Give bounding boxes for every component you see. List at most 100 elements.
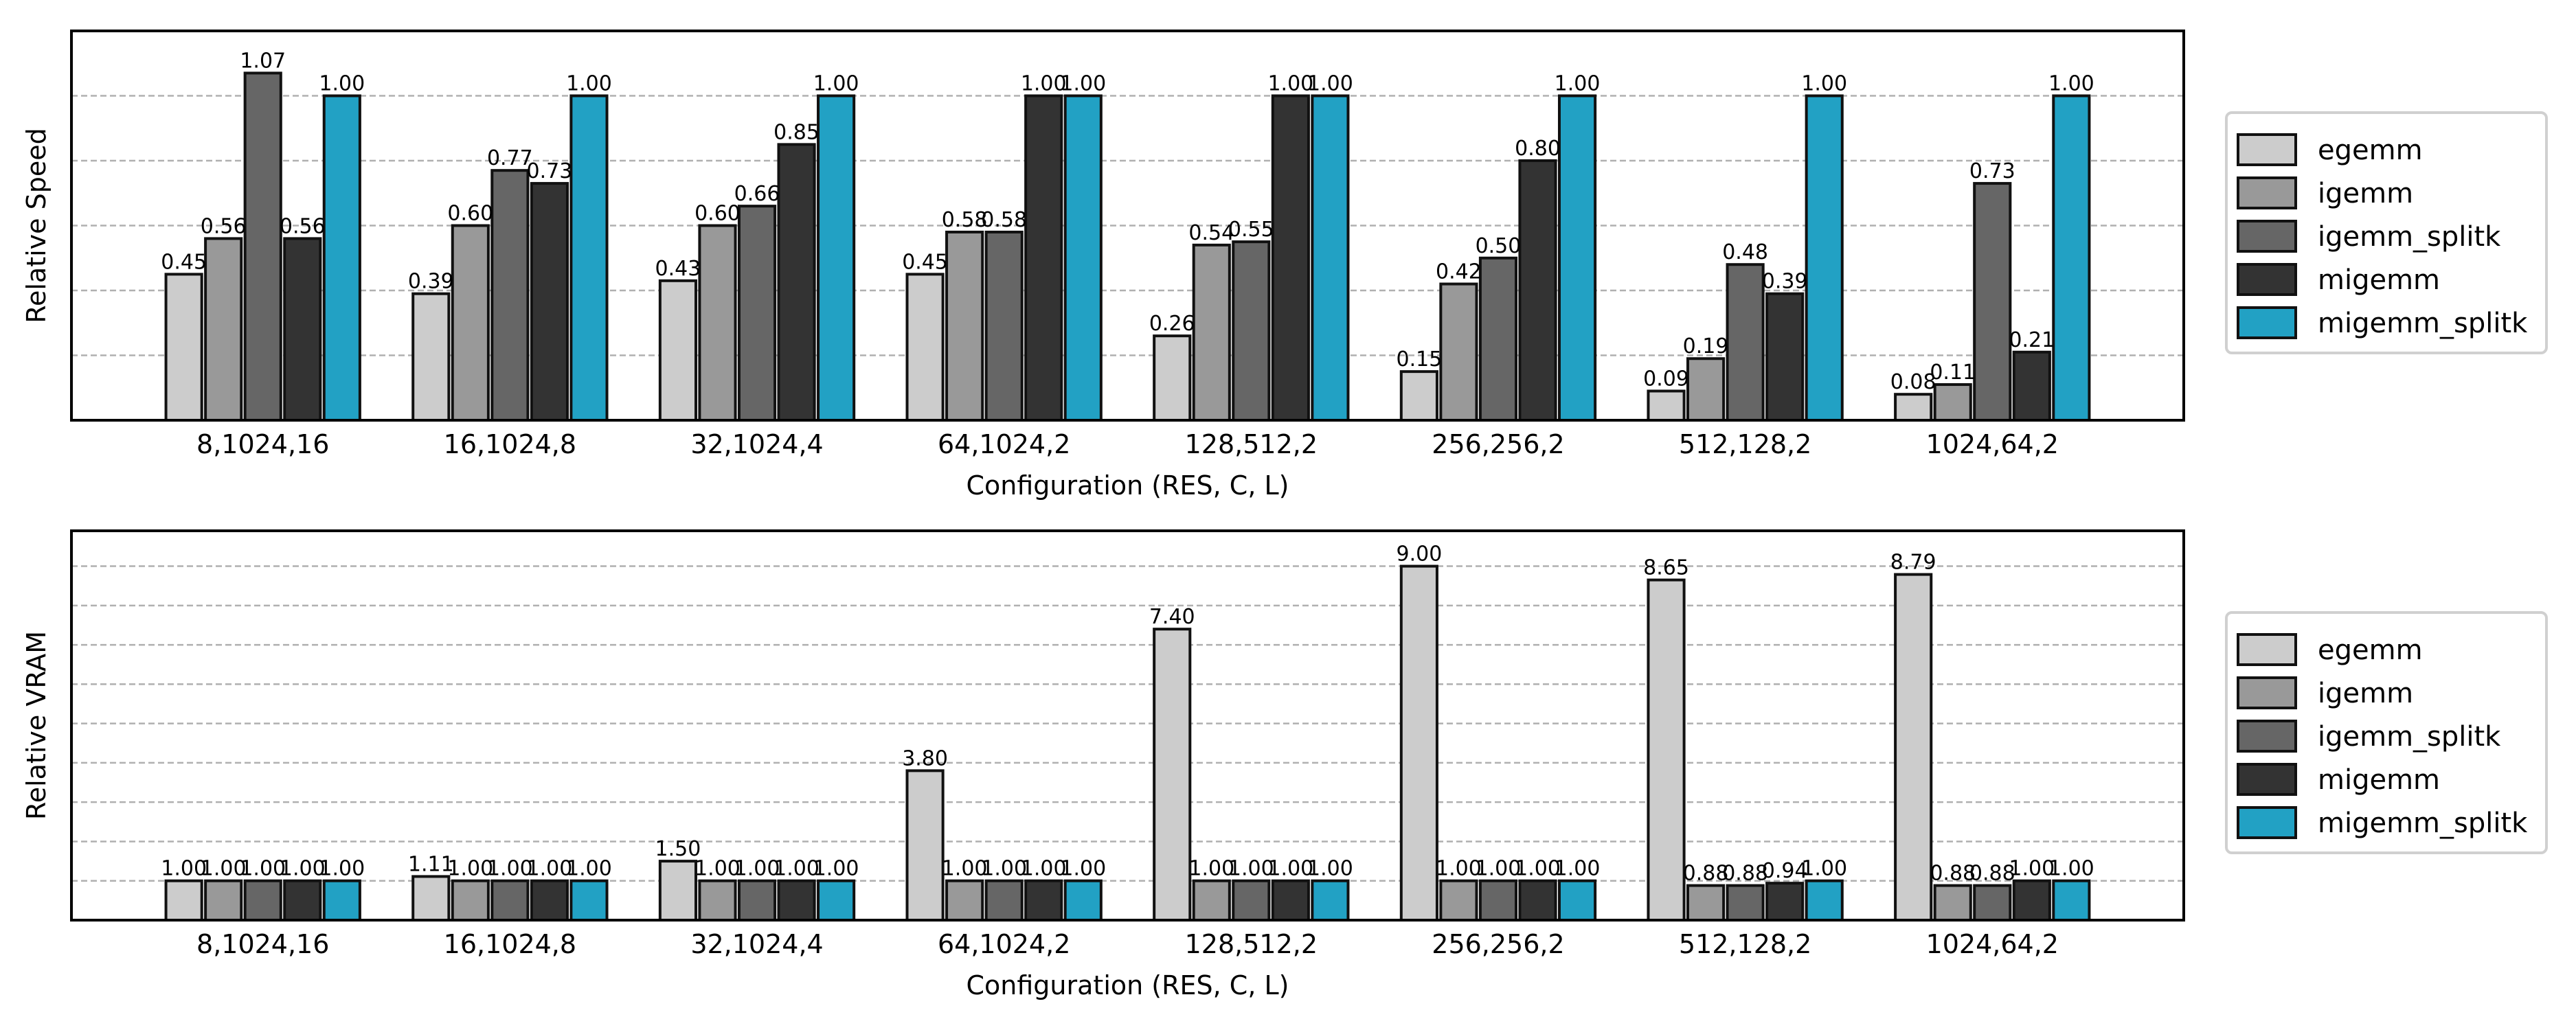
speed-bar-igemm-4 xyxy=(1192,243,1231,422)
speed-bar-migemm-6 xyxy=(1765,292,1805,422)
vram-legend-box xyxy=(2225,611,2548,854)
vram-x-tick-label: 256,256,2 xyxy=(1432,929,1564,959)
speed-legend-swatch-egemm xyxy=(2237,133,2297,166)
vram-data-label-migemm_splitk-0: 1.00 xyxy=(319,857,365,881)
vram-data-label-igemm-6: 0.88 xyxy=(1683,862,1729,886)
speed-bar-egemm-4 xyxy=(1153,334,1192,422)
speed-data-label-igemm_splitk-6: 0.48 xyxy=(1722,240,1768,264)
vram-data-label-migemm-5: 1.00 xyxy=(1515,857,1561,881)
speed-x-tick-label: 256,256,2 xyxy=(1432,429,1564,459)
vram-data-label-migemm_splitk-7: 1.00 xyxy=(2048,857,2094,881)
speed-bar-igemm_splitk-2 xyxy=(737,205,777,422)
speed-data-label-igemm-4: 0.54 xyxy=(1188,221,1234,245)
vram-bar-migemm-7 xyxy=(2012,879,2051,922)
vram-bar-egemm-7 xyxy=(1894,573,1933,922)
vram-bar-egemm-3 xyxy=(905,769,945,922)
speed-bar-egemm-6 xyxy=(1647,389,1686,422)
speed-data-label-igemm-5: 0.42 xyxy=(1436,260,1482,284)
vram-bar-igemm_splitk-7 xyxy=(1973,884,2012,922)
vram-data-label-migemm-3: 1.00 xyxy=(1021,857,1067,881)
speed-data-label-egemm-2: 0.43 xyxy=(655,257,701,281)
speed-bar-igemm_splitk-1 xyxy=(490,169,530,422)
vram-bar-egemm-1 xyxy=(411,875,451,922)
speed-legend-swatch-migemm_splitk xyxy=(2237,306,2297,339)
vram-data-label-migemm-0: 1.00 xyxy=(280,857,326,881)
vram-bar-migemm_splitk-5 xyxy=(1557,879,1597,922)
speed-data-label-igemm_splitk-0: 1.07 xyxy=(240,49,286,73)
vram-data-label-igemm_splitk-5: 1.00 xyxy=(1476,857,1522,881)
vram-data-label-igemm_splitk-7: 0.88 xyxy=(1969,862,2015,886)
speed-x-tick-label: 16,1024,8 xyxy=(444,429,576,459)
speed-legend-label-igemm: igemm xyxy=(2318,178,2413,209)
speed-bar-igemm_splitk-6 xyxy=(1726,263,1765,422)
vram-x-axis-label: Configuration (RES, C, L) xyxy=(967,970,1289,1000)
vram-x-tick-label: 64,1024,2 xyxy=(938,929,1070,959)
speed-data-label-migemm-5: 0.80 xyxy=(1515,137,1561,161)
vram-data-label-egemm-7: 8.79 xyxy=(1890,551,1936,575)
vram-data-label-migemm-7: 1.00 xyxy=(2009,857,2055,881)
vram-bar-migemm-4 xyxy=(1271,879,1310,922)
speed-data-label-igemm-1: 0.60 xyxy=(447,202,493,226)
vram-bar-igemm_splitk-1 xyxy=(490,879,530,922)
speed-legend-label-migemm_splitk: migemm_splitk xyxy=(2318,308,2528,339)
vram-data-label-igemm_splitk-3: 1.00 xyxy=(981,857,1027,881)
speed-data-label-migemm_splitk-4: 1.00 xyxy=(1307,72,1353,96)
vram-bar-igemm_splitk-3 xyxy=(984,879,1024,922)
speed-data-label-migemm_splitk-3: 1.00 xyxy=(1060,72,1106,96)
vram-bar-egemm-2 xyxy=(658,860,698,922)
speed-data-label-migemm-0: 0.56 xyxy=(280,214,326,238)
speed-x-tick-label: 128,512,2 xyxy=(1185,429,1318,459)
speed-data-label-migemm_splitk-6: 1.00 xyxy=(1801,72,1847,96)
vram-bar-egemm-6 xyxy=(1647,578,1686,922)
vram-data-label-egemm-4: 7.40 xyxy=(1149,605,1195,629)
speed-bar-migemm_splitk-5 xyxy=(1557,94,1597,422)
vram-data-label-igemm-3: 1.00 xyxy=(942,857,988,881)
vram-bar-migemm_splitk-1 xyxy=(569,879,609,922)
speed-x-axis-label: Configuration (RES, C, L) xyxy=(967,470,1289,501)
speed-bar-migemm-2 xyxy=(777,143,816,422)
vram-data-label-migemm-1: 1.00 xyxy=(527,857,573,881)
vram-x-tick-labels: 8,1024,16 16,1024,8 32,1024,4 64,1024,2 128,… xyxy=(196,929,2059,959)
vram-bar-igemm-0 xyxy=(204,879,243,922)
speed-bar-egemm-7 xyxy=(1894,393,1933,422)
speed-data-label-migemm_splitk-5: 1.00 xyxy=(1555,72,1601,96)
vram-data-label-igemm-7: 0.88 xyxy=(1930,862,1976,886)
speed-bar-migemm-4 xyxy=(1271,94,1310,422)
speed-data-label-igemm_splitk-4: 0.55 xyxy=(1228,218,1274,242)
speed-bar-migemm-7 xyxy=(2012,350,2051,422)
vram-data-label-migemm_splitk-6: 1.00 xyxy=(1801,857,1847,881)
speed-bar-migemm_splitk-1 xyxy=(569,94,609,422)
vram-legend-swatch-egemm xyxy=(2237,633,2297,666)
speed-bar-igemm-5 xyxy=(1439,282,1478,422)
vram-data-label-igemm_splitk-2: 1.00 xyxy=(734,857,780,881)
vram-legend-swatch-migemm_splitk xyxy=(2237,806,2297,839)
vram-data-label-igemm_splitk-1: 1.00 xyxy=(487,857,533,881)
speed-data-label-igemm-3: 0.58 xyxy=(942,208,988,232)
speed-data-label-migemm-6: 0.39 xyxy=(1762,270,1808,294)
speed-bar-igemm_splitk-0 xyxy=(243,71,282,422)
vram-bar-igemm-2 xyxy=(698,879,737,922)
vram-bar-igemm_splitk-0 xyxy=(243,879,282,922)
speed-x-tick-label: 512,128,2 xyxy=(1679,429,1811,459)
speed-bar-migemm-0 xyxy=(283,237,322,422)
speed-data-label-egemm-0: 0.45 xyxy=(161,250,207,274)
speed-data-label-egemm-4: 0.26 xyxy=(1149,312,1195,336)
speed-data-label-migemm-1: 0.73 xyxy=(527,159,573,183)
vram-data-label-egemm-6: 8.65 xyxy=(1643,556,1689,580)
speed-bar-egemm-3 xyxy=(905,273,945,422)
vram-bar-igemm_splitk-2 xyxy=(737,879,777,922)
vram-gridlines xyxy=(71,565,2184,882)
vram-data-label-migemm-2: 1.00 xyxy=(773,857,820,881)
speed-data-label-egemm-7: 0.08 xyxy=(1890,370,1936,394)
vram-legend-label-migemm: migemm xyxy=(2318,764,2440,796)
vram-bar-migemm-0 xyxy=(283,879,322,922)
speed-bar-migemm_splitk-2 xyxy=(817,94,856,422)
speed-data-label-igemm_splitk-5: 0.50 xyxy=(1476,234,1522,258)
vram-legend-label-igemm_splitk: igemm_splitk xyxy=(2318,721,2501,753)
speed-bar-migemm-1 xyxy=(530,182,569,422)
speed-data-label-igemm-0: 0.56 xyxy=(201,214,247,238)
vram-legend-label-egemm: egemm xyxy=(2318,634,2423,666)
speed-bar-igemm-6 xyxy=(1686,357,1726,422)
vram-data-label-egemm-3: 3.80 xyxy=(902,746,948,770)
